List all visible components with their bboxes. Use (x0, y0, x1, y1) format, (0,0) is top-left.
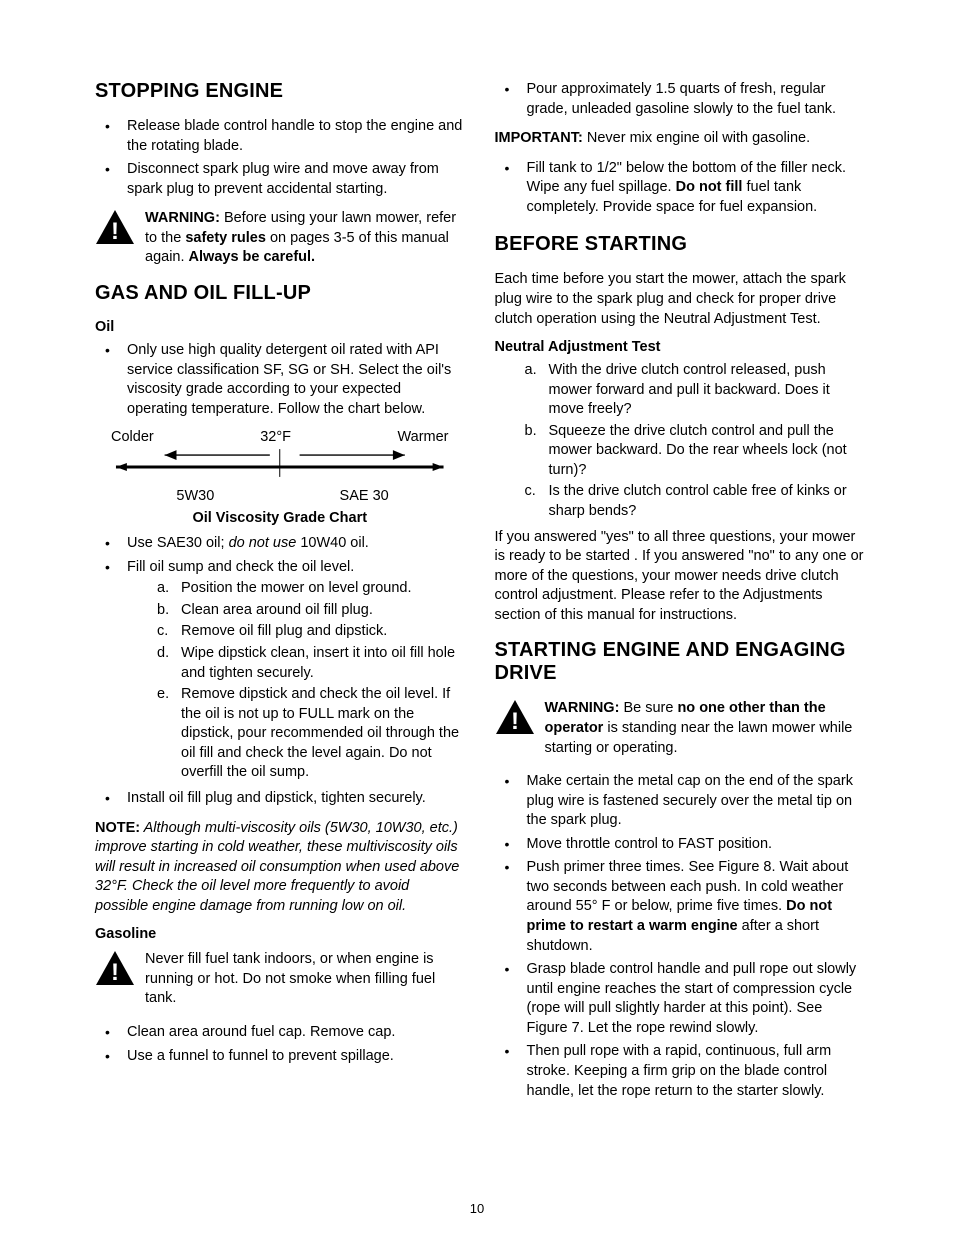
chart-top-labels: Colder 32°F Warmer (111, 429, 449, 445)
stopping-bullets: Release blade control handle to stop the… (95, 117, 465, 199)
list-item: Use SAE30 oil; do not use 10W40 oil. (95, 534, 465, 554)
chart-svg (111, 447, 449, 481)
right-column: Pour approximately 1.5 quarts of fresh, … (495, 80, 865, 1111)
subheading-oil: Oil (95, 319, 465, 335)
list-item: Grasp blade control handle and pull rope… (495, 960, 865, 1038)
list-item: Disconnect spark plug wire and move away… (95, 160, 465, 199)
list-item: d.Wipe dipstick clean, insert it into oi… (157, 644, 465, 683)
list-item: Fill oil sump and check the oil level. a… (95, 558, 465, 783)
list-item: b.Squeeze the drive clutch control and p… (525, 422, 865, 481)
chart-label-32f: 32°F (154, 429, 398, 445)
heading-stopping-engine: STOPPING ENGINE (95, 80, 465, 103)
important-label: IMPORTANT: (495, 130, 583, 146)
svg-text:!: ! (111, 959, 119, 986)
heading-gas-oil: GAS AND OIL FILL-UP (95, 282, 465, 305)
subheading-gasoline: Gasoline (95, 926, 465, 942)
note-text: Although multi-viscosity oils (5W30, 10W… (95, 820, 459, 914)
list-item: a.With the drive clutch control released… (525, 361, 865, 420)
list-item: Pour approximately 1.5 quarts of fresh, … (495, 80, 865, 119)
left-column: STOPPING ENGINE Release blade control ha… (95, 80, 465, 1111)
gasoline-bullets: Clean area around fuel cap. Remove cap. … (95, 1023, 465, 1066)
list-item: Clean area around fuel cap. Remove cap. (95, 1023, 465, 1043)
text: Clean area around oil fill plug. (181, 602, 373, 618)
after-neutral-paragraph: If you answered "yes" to all three quest… (495, 528, 865, 626)
warning-label: WARNING: (145, 210, 220, 226)
list-item: Only use high quality detergent oil rate… (95, 341, 465, 419)
text: Remove dipstick and check the oil level.… (181, 686, 459, 780)
text: Do not fill (676, 179, 743, 195)
warning-block: ! WARNING: Be sure no one other than the… (495, 699, 865, 758)
subheading-neutral-test: Neutral Adjustment Test (495, 339, 865, 355)
text: Remove oil fill plug and dipstick. (181, 623, 387, 639)
chart-bottom-labels: 5W30 SAE 30 (111, 488, 449, 504)
text: Is the drive clutch control cable free o… (549, 483, 847, 519)
page-number: 10 (0, 1201, 954, 1216)
list-item: a.Position the mower on level ground. (157, 579, 465, 599)
text: Be sure (619, 700, 677, 716)
text: 10W40 oil. (296, 535, 369, 551)
chart-label-colder: Colder (111, 429, 154, 445)
warning-triangle-icon: ! (95, 950, 135, 986)
list-item: Fill tank to 1/2" below the bottom of th… (495, 159, 865, 218)
note-paragraph: NOTE: Although multi-viscosity oils (5W3… (95, 819, 465, 917)
before-paragraph: Each time before you start the mower, at… (495, 270, 865, 329)
list-item: Install oil fill plug and dipstick, tigh… (95, 789, 465, 809)
oil-viscosity-chart: Colder 32°F Warmer 5W30 SAE 30 (111, 429, 449, 504)
chart-caption: Oil Viscosity Grade Chart (95, 510, 465, 526)
fill-bullets: Fill tank to 1/2" below the bottom of th… (495, 159, 865, 218)
list-item: Use a funnel to funnel to prevent spilla… (95, 1047, 465, 1067)
warning-triangle-icon: ! (95, 209, 135, 245)
top-bullets: Pour approximately 1.5 quarts of fresh, … (495, 80, 865, 119)
warning-block: ! Never fill fuel tank indoors, or when … (95, 950, 465, 1009)
warning-text: WARNING: Be sure no one other than the o… (545, 699, 865, 758)
chart-label-warmer: Warmer (397, 429, 448, 445)
chart-label-5w30: 5W30 (111, 488, 280, 504)
list-item: Then pull rope with a rapid, continuous,… (495, 1042, 865, 1101)
text: Always be careful. (189, 249, 316, 265)
list-item: Push primer three times. See Figure 8. W… (495, 858, 865, 956)
list-item: c.Is the drive clutch control cable free… (525, 482, 865, 521)
warning-text: Never fill fuel tank indoors, or when en… (145, 950, 465, 1009)
text: Fill oil sump and check the oil level. (127, 559, 354, 575)
warning-label: WARNING: (545, 700, 620, 716)
heading-before-starting: BEFORE STARTING (495, 233, 865, 256)
svg-text:!: ! (111, 218, 119, 245)
text: safety rules (185, 230, 266, 246)
list-item: Make certain the metal cap on the end of… (495, 772, 865, 831)
oil-bullets-2: Use SAE30 oil; do not use 10W40 oil. Fil… (95, 534, 465, 808)
list-item: c.Remove oil fill plug and dipstick. (157, 622, 465, 642)
heading-starting-engine: STARTING ENGINE AND ENGAGING DRIVE (495, 639, 865, 685)
text: Use SAE30 oil; (127, 535, 229, 551)
text: Wipe dipstick clean, insert it into oil … (181, 645, 455, 681)
list-item: b.Clean area around oil fill plug. (157, 601, 465, 621)
important-paragraph: IMPORTANT: Never mix engine oil with gas… (495, 129, 865, 149)
page-columns: STOPPING ENGINE Release blade control ha… (95, 80, 864, 1111)
text: Squeeze the drive clutch control and pul… (549, 423, 847, 478)
text: Position the mower on level ground. (181, 580, 412, 596)
list-item: Release blade control handle to stop the… (95, 117, 465, 156)
text: do not use (229, 535, 297, 551)
warning-text: WARNING: Before using your lawn mower, r… (145, 209, 465, 268)
starting-bullets: Make certain the metal cap on the end of… (495, 772, 865, 1101)
list-item: Move throttle control to FAST position. (495, 835, 865, 855)
note-label: NOTE: (95, 820, 140, 836)
warning-triangle-icon: ! (495, 699, 535, 735)
text: With the drive clutch control released, … (549, 362, 830, 417)
oil-bullets-1: Only use high quality detergent oil rate… (95, 341, 465, 419)
warning-block: ! WARNING: Before using your lawn mower,… (95, 209, 465, 268)
neutral-steps: a.With the drive clutch control released… (495, 361, 865, 522)
chart-label-sae30: SAE 30 (280, 488, 449, 504)
oil-steps: a.Position the mower on level ground. b.… (127, 579, 465, 783)
svg-text:!: ! (511, 708, 519, 735)
list-item: e.Remove dipstick and check the oil leve… (157, 685, 465, 783)
text: Never mix engine oil with gasoline. (583, 130, 810, 146)
